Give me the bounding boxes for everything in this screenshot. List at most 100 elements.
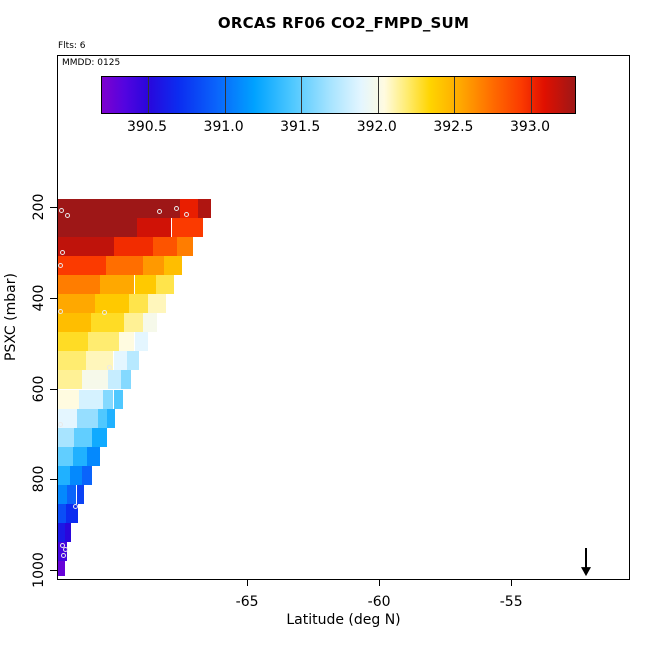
heatmap-cell xyxy=(65,503,78,523)
data-point xyxy=(174,205,180,211)
heatmap-cell xyxy=(58,503,66,523)
heatmap-cell xyxy=(58,313,91,333)
heatmap-cell xyxy=(58,237,114,257)
x-tick-label: -55 xyxy=(499,594,523,610)
plot-area: MMDD: 0125 390.5 391.0 391.5 392.0 392.5 393.… xyxy=(57,55,630,580)
heatmap-cell xyxy=(76,408,98,428)
heatmap-cell xyxy=(87,446,101,466)
heatmap-cell xyxy=(197,198,212,218)
heatmap-cell xyxy=(108,370,122,390)
y-tick-mark xyxy=(50,388,57,390)
heatmap-cell xyxy=(137,218,172,238)
data-point xyxy=(58,262,64,268)
down-arrow xyxy=(581,548,592,577)
heatmap-cell xyxy=(121,370,131,390)
y-axis-title: PSXC (mbar) xyxy=(3,273,19,362)
colorbar-ticks: 390.5 391.0 391.5 392.0 392.5 393.0 xyxy=(58,56,629,579)
heatmap-cell xyxy=(147,294,167,314)
heatmap-cell xyxy=(81,465,93,485)
x-tick-mark xyxy=(379,580,381,586)
heatmap-cell xyxy=(92,427,107,447)
data-point xyxy=(58,309,64,314)
heatmap-cell xyxy=(64,522,72,542)
colorbar xyxy=(101,76,576,114)
y-tick-label: 800 xyxy=(31,465,47,493)
data-point xyxy=(107,365,112,371)
data-point xyxy=(58,207,64,213)
heatmap-cell xyxy=(58,522,65,542)
heatmap-cell xyxy=(142,256,164,276)
data-point xyxy=(183,211,189,217)
heatmap-cell xyxy=(81,370,109,390)
heatmap-cell xyxy=(85,351,114,371)
data-point xyxy=(60,553,66,559)
heatmap-cell xyxy=(76,484,85,504)
x-tick-mark xyxy=(511,580,513,586)
data-point xyxy=(63,546,69,552)
heatmap-cell xyxy=(67,484,77,504)
heatmap-cell xyxy=(58,198,180,218)
heatmap-cell xyxy=(142,313,157,333)
x-tick-label: -60 xyxy=(367,594,391,610)
x-tick-mark xyxy=(247,580,249,586)
colorbar-tick-label: 391.5 xyxy=(280,119,321,135)
heatmap-cell xyxy=(72,446,87,466)
colorbar-tick-line xyxy=(454,77,456,113)
heatmap-cell xyxy=(58,427,74,447)
y-tick-label: 1000 xyxy=(31,552,47,588)
heatmap-cell xyxy=(118,332,135,352)
heatmap-cell xyxy=(124,313,143,333)
heatmap-cells xyxy=(58,56,629,579)
colorbar-tick-label: 392.5 xyxy=(433,119,474,135)
heatmap-cell xyxy=(58,542,68,562)
y-tick-mark xyxy=(50,207,57,208)
flights-annotation: Flts: 6 xyxy=(58,41,86,51)
data-point xyxy=(59,542,65,548)
heatmap-cell xyxy=(58,332,89,352)
heatmap-cell xyxy=(58,294,95,314)
colorbar-tick-label: 391.0 xyxy=(203,119,244,135)
heatmap-cell xyxy=(58,275,101,295)
heatmap-cell xyxy=(58,465,70,485)
data-point xyxy=(72,504,78,510)
heatmap-cell xyxy=(155,275,175,295)
y-tick-label: 400 xyxy=(31,284,47,312)
colorbar-tick-line xyxy=(148,77,149,113)
heatmap-cell xyxy=(69,465,82,485)
heatmap-cell xyxy=(58,370,82,390)
heatmap-cell xyxy=(113,351,127,371)
heatmap-cell xyxy=(176,237,193,257)
heatmap-cell xyxy=(73,427,93,447)
data-point xyxy=(59,250,65,255)
heatmap-cell xyxy=(58,351,86,371)
heatmap-cell xyxy=(97,408,107,428)
data-point xyxy=(64,212,70,218)
heatmap-cell xyxy=(58,446,73,466)
heatmap-cell xyxy=(95,294,130,314)
colorbar-tick-line xyxy=(377,77,379,113)
heatmap-cell xyxy=(79,389,103,409)
y-tick-label: 200 xyxy=(31,193,47,221)
y-tick-label: 600 xyxy=(31,375,47,402)
y-tick-mark xyxy=(50,297,57,299)
heatmap-cell xyxy=(58,561,65,577)
x-axis-title: Latitude (deg N) xyxy=(286,612,401,628)
heatmap-cell xyxy=(102,389,114,409)
data-point xyxy=(157,209,163,215)
heatmap-cell xyxy=(58,218,138,238)
data-points xyxy=(58,56,629,579)
colorbar-tick-label: 392.0 xyxy=(356,119,397,135)
heatmap-cell xyxy=(113,389,123,409)
y-tick-mark xyxy=(50,479,57,481)
chart-title: ORCAS RF06 CO2_FMPD_SUM xyxy=(217,14,470,32)
heatmap-cell xyxy=(88,332,119,352)
heatmap-cell xyxy=(106,408,115,428)
colorbar-tick-line xyxy=(301,77,303,113)
heatmap-cell xyxy=(58,389,80,409)
heatmap-cell xyxy=(134,332,148,352)
heatmap-cell xyxy=(163,256,183,276)
x-tick-label: -65 xyxy=(235,594,259,610)
heatmap-cell xyxy=(129,294,148,314)
